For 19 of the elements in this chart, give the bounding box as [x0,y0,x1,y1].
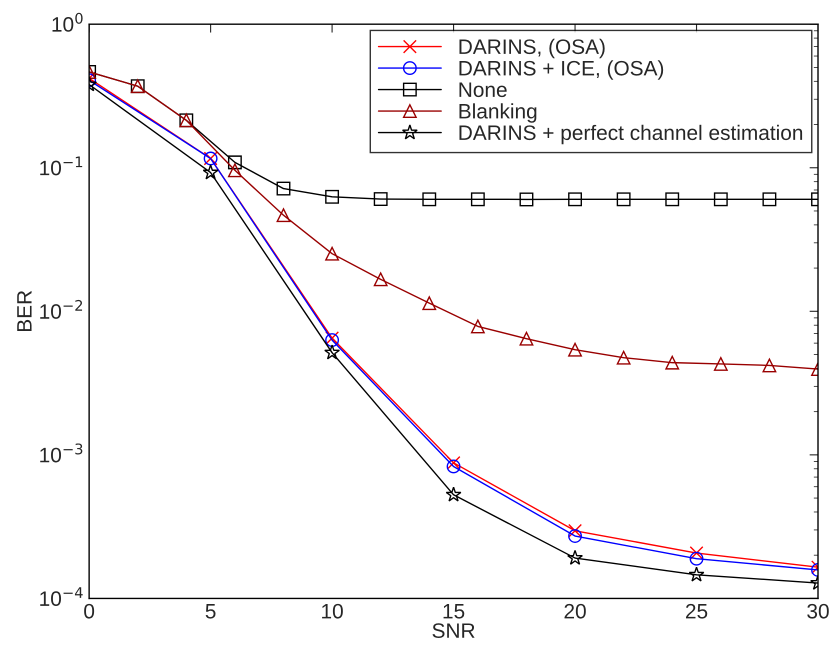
legend-label: DARINS + ICE, (OSA) [459,60,664,80]
y-tick-label: 10$^{0}$ [52,12,83,32]
legend-label: DARINS + perfect channel estimation [459,124,802,144]
x-tick-label: 10 [322,604,343,619]
legend-label: DARINS, (OSA) [459,38,605,58]
y-tick-label: 10$^{−4}$ [40,587,83,606]
x-axis-title: SNR [432,623,475,638]
y-tick-label: 10$^{−2}$ [40,300,82,319]
x-tick-label: 25 [686,604,708,619]
x-tick-label: 5 [206,604,216,619]
y-tick-label: 10$^{−3}$ [40,443,82,462]
x-tick-label: 20 [564,604,586,619]
x-tick-label: 15 [444,604,464,619]
x-tick-label: 0 [84,604,94,619]
y-tick-label: 10$^{−1}$ [40,156,82,176]
legend-label: None [459,82,507,98]
x-tick-label: 30 [807,604,829,619]
y-axis-title: BER [17,290,32,332]
legend-label: Blanking [459,103,536,123]
